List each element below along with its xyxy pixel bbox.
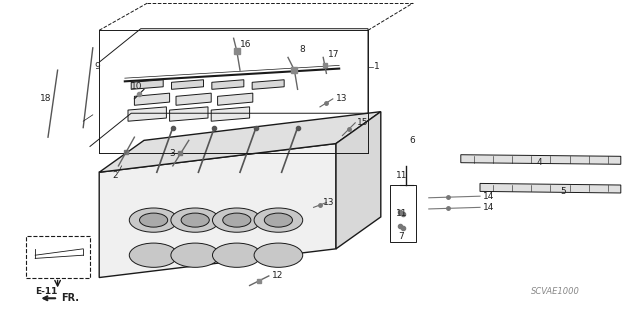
Text: 9: 9 — [95, 63, 100, 71]
Circle shape — [171, 243, 220, 267]
Circle shape — [254, 243, 303, 267]
Circle shape — [264, 213, 292, 227]
Circle shape — [129, 208, 178, 232]
Text: 4: 4 — [536, 158, 542, 167]
Text: 14: 14 — [483, 204, 495, 212]
Text: 14: 14 — [483, 192, 495, 201]
Text: 11: 11 — [396, 209, 407, 218]
Circle shape — [254, 208, 303, 232]
Text: 3: 3 — [170, 149, 175, 158]
Polygon shape — [172, 80, 204, 89]
Text: 10: 10 — [131, 82, 143, 91]
Polygon shape — [128, 107, 166, 121]
Polygon shape — [211, 107, 250, 121]
Text: 2: 2 — [112, 171, 118, 180]
Polygon shape — [134, 93, 170, 105]
Polygon shape — [99, 144, 336, 278]
Text: 6: 6 — [410, 136, 415, 145]
Text: 17: 17 — [328, 50, 340, 59]
Text: 15: 15 — [357, 118, 369, 127]
Circle shape — [212, 243, 261, 267]
Polygon shape — [212, 80, 244, 89]
Text: 12: 12 — [272, 271, 284, 280]
Text: 16: 16 — [240, 40, 252, 49]
Text: 7: 7 — [398, 232, 404, 241]
Polygon shape — [461, 155, 621, 164]
Text: 13: 13 — [336, 94, 348, 103]
Circle shape — [171, 208, 220, 232]
Circle shape — [181, 213, 209, 227]
Text: SCVAE1000: SCVAE1000 — [531, 287, 580, 296]
Text: FR.: FR. — [44, 293, 79, 303]
Text: 11: 11 — [396, 171, 407, 180]
Polygon shape — [480, 183, 621, 193]
Circle shape — [212, 208, 261, 232]
Polygon shape — [336, 112, 381, 249]
Bar — [390, 185, 416, 242]
Polygon shape — [170, 107, 208, 121]
Polygon shape — [252, 80, 284, 89]
Polygon shape — [218, 93, 253, 105]
Text: 5: 5 — [560, 187, 566, 196]
Text: 1: 1 — [374, 63, 380, 71]
Text: 18: 18 — [40, 94, 52, 103]
Circle shape — [223, 213, 251, 227]
Circle shape — [140, 213, 168, 227]
Polygon shape — [99, 112, 381, 172]
Text: 13: 13 — [323, 198, 335, 207]
Polygon shape — [131, 80, 163, 89]
Polygon shape — [176, 93, 211, 105]
Text: 8: 8 — [300, 45, 305, 54]
Text: E-11: E-11 — [35, 287, 58, 296]
Circle shape — [129, 243, 178, 267]
